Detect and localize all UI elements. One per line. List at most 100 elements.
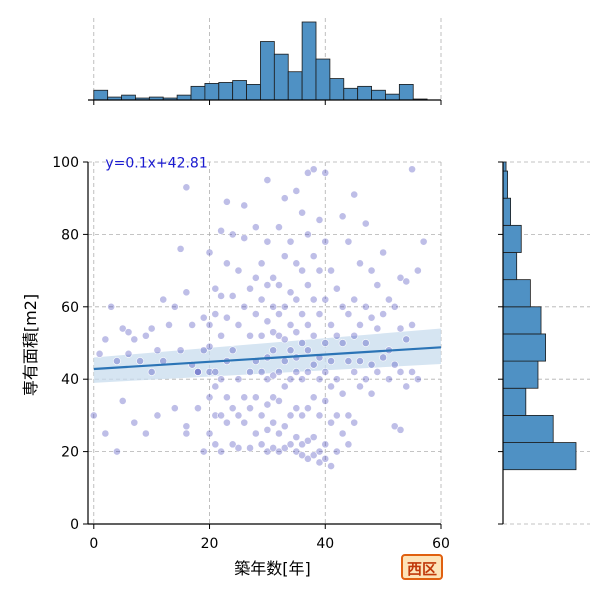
top-hist-bar (398, 84, 414, 101)
scatter-point (240, 393, 249, 402)
scatter-point (304, 346, 312, 355)
scatter-point (182, 429, 191, 438)
scatter-point (176, 244, 185, 253)
scatter-point (402, 335, 411, 344)
scatter-point (251, 429, 260, 438)
x-axis-label: 築年数[年] (234, 559, 311, 578)
top-hist-bar (246, 84, 261, 101)
regression-line (93, 346, 442, 371)
scatter-point (298, 451, 307, 460)
scatter-point (292, 328, 301, 337)
scatter-point (408, 368, 416, 376)
scatter-point (315, 266, 324, 275)
scatter-point (286, 288, 295, 297)
scatter-point (234, 411, 243, 420)
scatter-point (275, 310, 283, 318)
scatter-point (257, 331, 266, 340)
right-hist-bar (502, 252, 518, 281)
scatter-point (275, 447, 283, 456)
scatter-point (309, 433, 318, 442)
scatter-point (113, 357, 121, 365)
top-hist-bar (287, 71, 303, 101)
scatter-point (309, 165, 318, 174)
scatter-point (321, 454, 330, 463)
scatter-point (176, 346, 185, 355)
scatter-point (118, 397, 127, 405)
scatter-point (350, 418, 359, 427)
scatter-point (356, 320, 364, 329)
scatter-point (280, 422, 289, 431)
scatter-point (275, 397, 283, 405)
top-hist-bar (343, 87, 359, 101)
scatter-point (251, 273, 260, 282)
scatter-point (211, 310, 220, 318)
scatter-point (309, 295, 318, 304)
scatter-point (338, 302, 347, 311)
scatter-point (234, 266, 243, 275)
scatter-point (321, 368, 330, 376)
scatter-point (379, 353, 388, 362)
scatter-point (251, 223, 260, 232)
scatter-point (263, 400, 272, 409)
scatter-point (130, 418, 139, 427)
scatter-point (275, 429, 283, 438)
top-hist-bar (357, 85, 372, 101)
scatter-point (147, 324, 156, 333)
top-hist-bar (190, 85, 206, 101)
scatter-point (356, 357, 364, 365)
scatter-point (304, 320, 312, 329)
top-hist-bar (371, 89, 386, 101)
y-tick-label: 100 (52, 155, 79, 171)
scatter-point (101, 429, 110, 438)
right-hist-bar (502, 197, 512, 226)
scatter-point (269, 302, 278, 311)
top-hist-bar (329, 78, 345, 101)
scatter-point (332, 411, 341, 420)
scatter-point (269, 418, 278, 427)
scatter-point (269, 393, 278, 402)
scatter-point (338, 429, 347, 438)
scatter-point (165, 320, 173, 329)
scatter-point (379, 248, 388, 257)
y-tick-label: 40 (61, 372, 79, 388)
scatter-point (332, 284, 341, 293)
scatter-point (269, 273, 278, 282)
scatter-point (361, 302, 370, 311)
scatter-point (257, 259, 266, 268)
scatter-point (321, 397, 330, 405)
scatter-point (344, 310, 353, 318)
scatter-point (159, 295, 168, 304)
scatter-point (419, 237, 428, 246)
scatter-point (309, 360, 318, 369)
scatter-point (309, 331, 318, 340)
scatter-point (217, 447, 225, 456)
scatter-point (304, 230, 312, 239)
scatter-point (286, 440, 295, 449)
scatter-point (211, 440, 220, 449)
scatter-point (292, 295, 301, 304)
scatter-point (199, 313, 208, 322)
scatter-point (385, 295, 393, 304)
scatter-point (194, 404, 202, 413)
scatter-point (118, 324, 127, 333)
scatter-point (292, 368, 301, 376)
scatter-point (298, 208, 307, 217)
scatter-point (396, 368, 405, 376)
scatter-point (292, 187, 301, 195)
top-hist-bar (218, 82, 234, 101)
scatter-point (286, 375, 295, 384)
scatter-point (280, 302, 289, 311)
scatter-point (153, 411, 162, 420)
scatter-point (338, 389, 347, 398)
scatter-point (217, 331, 225, 340)
right-hist-bar (502, 170, 508, 199)
scatter-point (304, 404, 312, 413)
scatter-point (205, 429, 214, 438)
scatter-point (251, 393, 260, 402)
scatter-point (182, 422, 191, 431)
scatter-point (390, 302, 399, 311)
scatter-point (269, 444, 278, 452)
scatter-point (286, 237, 295, 246)
scatter-point (124, 328, 133, 337)
top-hist-bar (315, 58, 331, 101)
